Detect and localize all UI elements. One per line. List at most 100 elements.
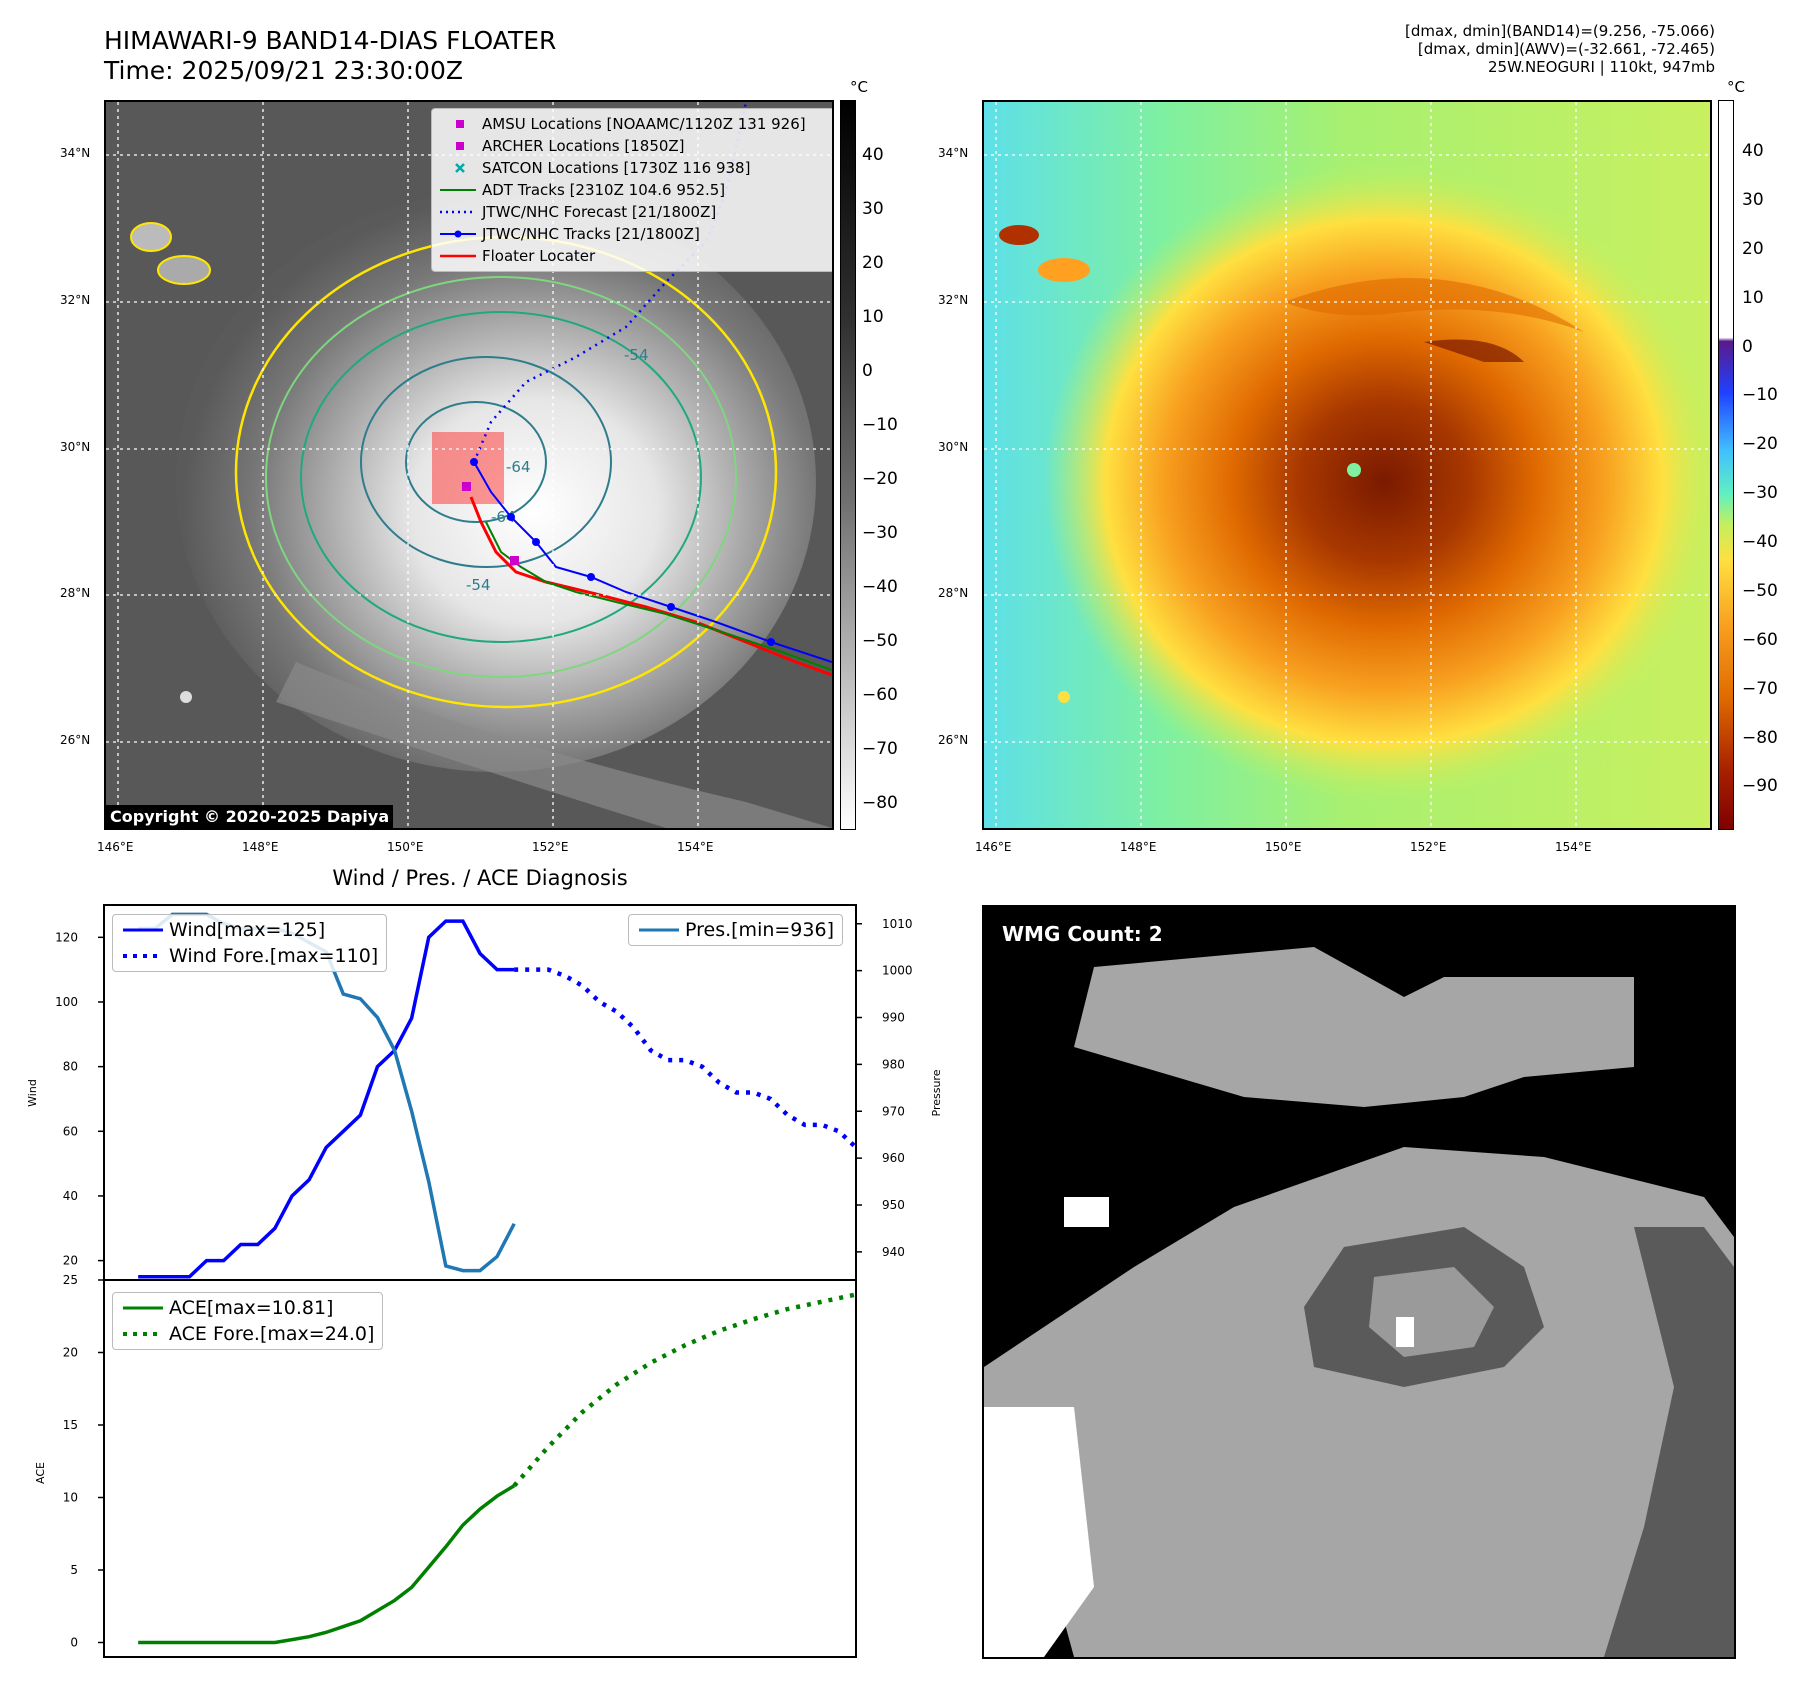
- lat-label: 26°N: [938, 733, 969, 747]
- pressure-y-tick-label: 970: [882, 1104, 905, 1118]
- figure-meta: [dmax, dmin](BAND14)=(9.256, -75.066) [d…: [1405, 22, 1715, 76]
- contour-dark-teal: [360, 356, 612, 568]
- cb-tick: −40: [1742, 532, 1778, 552]
- ace-y-tick-label: 15: [63, 1418, 78, 1432]
- floater-track: [469, 496, 832, 677]
- awv-small-island: [1058, 691, 1070, 703]
- legend-label: Wind Fore.[max=110]: [169, 945, 379, 967]
- wind-y-label: Wind: [26, 1079, 39, 1107]
- lon-label: 150°E: [1265, 840, 1302, 854]
- ace-legend-line: [123, 1306, 163, 1310]
- lon-label: 150°E: [387, 840, 424, 854]
- ace-series-line-0: [138, 1484, 516, 1645]
- ace-y-tick-label: 10: [63, 1491, 78, 1505]
- awv-island: [999, 225, 1039, 245]
- meta-band14: [dmax, dmin](BAND14)=(9.256, -75.066): [1404, 22, 1715, 40]
- legend-entry-adt: ADT Tracks [2310Z 104.6 952.5]: [438, 179, 832, 201]
- legend-label: JTWC/NHC Forecast [21/1800Z]: [482, 203, 717, 221]
- lat-label: 34°N: [60, 146, 91, 160]
- awv-map-svg: [984, 102, 1710, 828]
- ace-y-label: ACE: [34, 1462, 47, 1484]
- pressure-y-tick-label: 950: [882, 1198, 905, 1212]
- cb-tick: −90: [1742, 776, 1778, 796]
- cb-tick: −60: [862, 685, 898, 705]
- lon-label: 154°E: [1555, 840, 1592, 854]
- pressure-y-tick-label: 960: [882, 1151, 905, 1165]
- contour-label: -64: [506, 458, 531, 476]
- pressure-y-tick-label: 940: [882, 1245, 905, 1259]
- amsu-legend-marker: [456, 120, 464, 128]
- map-legend: AMSU Locations [NOAAMC/1120Z 131 926] AR…: [431, 108, 832, 272]
- rainband: [276, 662, 832, 828]
- colorbar-right-unit: °C: [1727, 78, 1745, 96]
- diagnosis-title: Wind / Pres. / ACE Diagnosis: [332, 866, 628, 890]
- legend-label: Floater Locater: [482, 247, 596, 265]
- legend-label: ARCHER Locations [1850Z]: [482, 137, 685, 155]
- contour-inner: [405, 401, 547, 523]
- awv-eye: [1347, 463, 1361, 477]
- contour-label: -54: [466, 576, 491, 594]
- small-island: [180, 691, 192, 703]
- wind-y-tick-label: 40: [63, 1189, 78, 1203]
- legend-label: ACE Fore.[max=24.0]: [169, 1323, 375, 1345]
- cb-tick: −30: [862, 523, 898, 543]
- forecast-legend-line: [440, 210, 476, 214]
- ace-series-line-1: [512, 1292, 857, 1488]
- lat-label: 30°N: [60, 440, 91, 454]
- lon-label: 148°E: [1120, 840, 1157, 854]
- cb-tick: −80: [1742, 728, 1778, 748]
- cb-tick: 20: [1742, 239, 1764, 259]
- colorbar-left: [840, 100, 856, 830]
- cb-tick: −70: [1742, 679, 1778, 699]
- cb-tick: −70: [862, 739, 898, 759]
- wind-legend: Wind[max=125] Wind Fore.[max=110]: [112, 914, 388, 972]
- ace-y-tick-label: 20: [63, 1346, 78, 1360]
- cb-tick: −60: [1742, 630, 1778, 650]
- wmg-upper-band: [1074, 947, 1634, 1107]
- awv-island-2: [1038, 258, 1090, 282]
- series-line-0: [138, 919, 515, 1279]
- tracks-legend-line: [440, 230, 476, 238]
- wmg-image: [984, 947, 1734, 1657]
- awv-storm: [1044, 162, 1710, 802]
- copyright-label: Copyright © 2020-2025 Dapiya: [106, 805, 394, 828]
- jtwc-forecast: [472, 102, 748, 463]
- wmg-lower-region: [984, 1147, 1734, 1657]
- contour-lightgreen: [265, 276, 737, 678]
- contour-teal: [300, 311, 702, 643]
- legend-entry-floater: Floater Locater: [438, 245, 832, 267]
- colorbar-left-unit: °C: [850, 78, 868, 96]
- pressure-y-tick-label: 990: [882, 1011, 905, 1025]
- legend-entry-satcon: SATCON Locations [1730Z 116 938]: [438, 157, 832, 179]
- wind-y-tick-label: 20: [63, 1254, 78, 1268]
- awv-band: [1284, 278, 1584, 332]
- lat-label: 28°N: [60, 586, 91, 600]
- contour-label: -54: [624, 346, 649, 364]
- wmg-dark-band: [1604, 1227, 1734, 1657]
- legend-label: JTWC/NHC Tracks [21/1800Z]: [482, 225, 700, 243]
- lon-label: 146°E: [975, 840, 1012, 854]
- lat-label: 34°N: [938, 146, 969, 160]
- colorbar-right: [1718, 100, 1734, 830]
- cb-tick: −50: [1742, 581, 1778, 601]
- pressure-y-tick-label: 1000: [882, 964, 913, 978]
- lat-label: 28°N: [938, 586, 969, 600]
- wind-y-tick-label: 60: [63, 1124, 78, 1138]
- legend-entry-ace: ACE[max=10.81]: [121, 1295, 374, 1321]
- cb-tick: 20: [862, 253, 884, 273]
- cb-tick: 10: [862, 307, 884, 327]
- cb-tick: −10: [862, 415, 898, 435]
- diagnosis-chart: 1201008060402010101000990980970960950940…: [26, 904, 943, 1658]
- meta-awv: [dmax, dmin](AWV)=(-32.661, -72.465): [1417, 40, 1715, 58]
- cb-tick: −40: [862, 577, 898, 597]
- wmg-panel: WMG Count: 2: [982, 905, 1736, 1659]
- series-line-1: [514, 967, 858, 1150]
- cb-tick: −10: [1742, 385, 1778, 405]
- awv-graticule: [984, 102, 1710, 828]
- contour-label: -64: [491, 508, 516, 526]
- cb-tick: 30: [1742, 190, 1764, 210]
- cb-tick: 30: [862, 199, 884, 219]
- satcon-x-icon: [455, 163, 465, 173]
- cb-tick: 40: [1742, 141, 1764, 161]
- lat-label: 32°N: [60, 293, 91, 307]
